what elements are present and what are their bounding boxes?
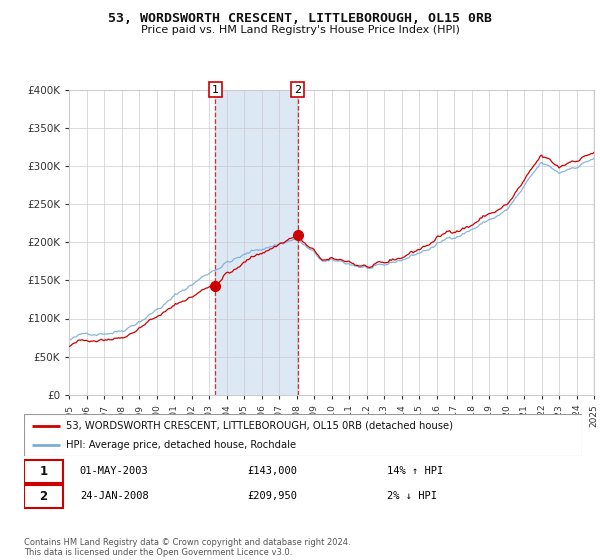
Text: HPI: Average price, detached house, Rochdale: HPI: Average price, detached house, Roch… xyxy=(66,440,296,450)
Text: Contains HM Land Registry data © Crown copyright and database right 2024.
This d: Contains HM Land Registry data © Crown c… xyxy=(24,538,350,557)
Text: 01-MAY-2003: 01-MAY-2003 xyxy=(80,466,149,477)
Text: 53, WORDSWORTH CRESCENT, LITTLEBOROUGH, OL15 0RB: 53, WORDSWORTH CRESCENT, LITTLEBOROUGH, … xyxy=(108,12,492,25)
Text: £209,950: £209,950 xyxy=(247,491,297,501)
Text: 1: 1 xyxy=(40,465,47,478)
Text: £143,000: £143,000 xyxy=(247,466,297,477)
Text: 2: 2 xyxy=(40,489,47,503)
Text: 2: 2 xyxy=(294,85,301,95)
Text: 1: 1 xyxy=(212,85,219,95)
Text: 2% ↓ HPI: 2% ↓ HPI xyxy=(387,491,437,501)
FancyBboxPatch shape xyxy=(24,460,63,483)
Text: Price paid vs. HM Land Registry's House Price Index (HPI): Price paid vs. HM Land Registry's House … xyxy=(140,25,460,35)
FancyBboxPatch shape xyxy=(24,414,582,456)
FancyBboxPatch shape xyxy=(24,485,63,507)
Text: 24-JAN-2008: 24-JAN-2008 xyxy=(80,491,149,501)
Text: 14% ↑ HPI: 14% ↑ HPI xyxy=(387,466,443,477)
Text: 53, WORDSWORTH CRESCENT, LITTLEBOROUGH, OL15 0RB (detached house): 53, WORDSWORTH CRESCENT, LITTLEBOROUGH, … xyxy=(66,421,453,431)
